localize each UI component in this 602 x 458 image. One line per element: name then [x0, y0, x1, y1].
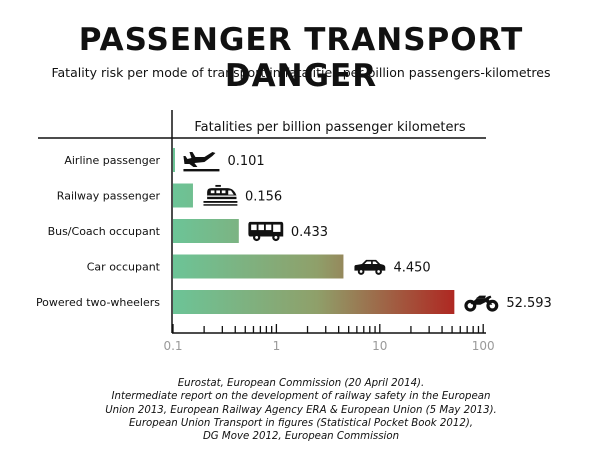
chart-title: Fatalities per billion passenger kilomet…	[194, 120, 465, 135]
source-note: Eurostat, European Commission (20 April …	[0, 377, 602, 443]
motorcycle-icon	[464, 295, 499, 312]
bars	[173, 148, 455, 314]
source-line: Intermediate report on the development o…	[111, 391, 491, 403]
value-label: 0.101	[227, 154, 264, 169]
value-label: 4.450	[393, 261, 430, 276]
x-axis-ticks	[172, 324, 484, 333]
bar	[173, 254, 344, 279]
source-line: European Union Transport in figures (Sta…	[128, 417, 474, 429]
value-label: 0.156	[245, 190, 282, 205]
car-icon	[354, 259, 386, 275]
source-line: Eurostat, European Commission (20 April …	[177, 378, 425, 389]
x-tick-label: 10	[372, 339, 387, 353]
category-label: Powered two-wheelers	[36, 296, 160, 309]
category-label: Bus/Coach occupant	[48, 225, 161, 238]
x-axis-tick-labels: 0.1 1 10 100	[163, 339, 494, 353]
source-line: Union 2013, European Railway Agency ERA …	[105, 404, 497, 416]
value-label: 52.593	[506, 296, 552, 311]
bar	[173, 290, 455, 314]
bar	[173, 148, 175, 172]
x-tick-label: 100	[472, 339, 495, 353]
category-label: Car occupant	[87, 261, 161, 274]
page-title: PASSENGER TRANSPORT DANGER	[78, 22, 524, 94]
value-label: 0.433	[291, 225, 328, 240]
category-label: Railway passenger	[57, 190, 161, 203]
bar	[173, 183, 193, 208]
category-label: Airline passenger	[64, 154, 160, 167]
airplane-icon	[183, 152, 220, 172]
bus-icon	[248, 221, 284, 242]
value-labels: 0.101 0.156 0.433 4.450 52.593	[227, 154, 551, 311]
x-tick-label: 0.1	[163, 339, 182, 353]
train-icon	[203, 184, 238, 206]
category-labels: Airline passenger Railway passenger Bus/Co…	[36, 154, 161, 309]
x-tick-label: 1	[273, 339, 281, 353]
bar	[173, 219, 239, 243]
source-line: DG Move 2012, European Commission	[202, 431, 400, 443]
page-subtitle: Fatality risk per mode of transport in f…	[51, 65, 551, 80]
